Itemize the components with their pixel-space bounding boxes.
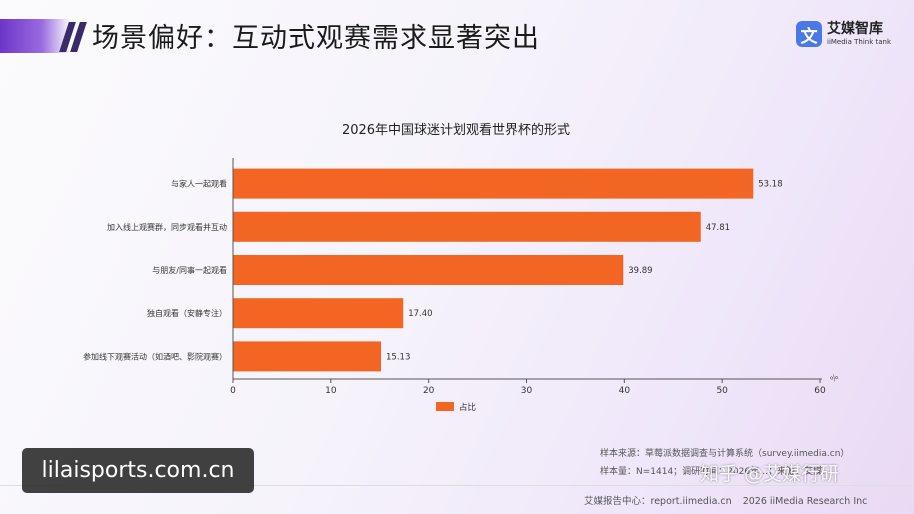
bar (233, 168, 754, 199)
page-title: 场景偏好：互动式观赛需求显著突出 (92, 23, 540, 54)
category-label: 参加线下观赛活动（如酒吧、影院观赛） (83, 351, 227, 361)
bar (233, 298, 404, 329)
logo-tagline: iiMedia Think tank (827, 38, 892, 46)
x-tick-label: 60 (814, 386, 826, 396)
category-label: 加入线上观赛群，同步观看并互动 (107, 222, 227, 232)
x-tick-label: 30 (521, 386, 533, 396)
data-label: 47.81 (706, 223, 730, 233)
footer-report-center: 艾媒报告中心：report.iimedia.cn (584, 496, 732, 507)
category-label: 与家人一起观看 (171, 179, 227, 189)
x-tick-label: 10 (325, 386, 337, 396)
data-label: 17.40 (408, 309, 432, 319)
zhihu-watermark: 知乎 @艾媒行研 (700, 463, 840, 485)
sample-note: 样本量：N=1414；调研时间：2026年…；来源：艾媒… (600, 467, 832, 477)
data-label: 39.89 (628, 266, 652, 276)
data-label: 53.18 (758, 180, 782, 190)
footer-divider (0, 485, 914, 486)
bar (233, 255, 624, 285)
x-tick-label: 40 (619, 386, 631, 396)
chart-title: 2026年中国球迷计划观看世界杯的形式 (342, 122, 570, 138)
logo-name: 艾媒智库 (827, 21, 883, 37)
bar (233, 341, 382, 372)
iimedia-logo: 文 艾媒智库 iiMedia Think tank (796, 21, 891, 47)
x-tick-label: 0 (230, 386, 236, 396)
legend-swatch (436, 402, 454, 411)
footer: 艾媒报告中心：report.iimedia.cn 2026 iiMedia Re… (584, 493, 867, 507)
x-tick-label: 20 (423, 386, 435, 396)
category-label: 独自观看（安静专注） (147, 308, 227, 318)
bar (233, 211, 701, 242)
legend-label: 占比 (459, 402, 476, 413)
x-axis-unit: % (829, 372, 841, 384)
logo-icon: 文 (796, 21, 822, 47)
x-tick-label: 50 (716, 386, 728, 396)
title-accent-bar (0, 19, 70, 53)
footer-copyright: 2026 iiMedia Research Inc (742, 496, 868, 507)
site-watermark: lilaisports.com.cn (22, 448, 254, 493)
data-label: 15.13 (386, 352, 410, 362)
source-note: 样本来源：草莓派数据调查与计算系统（survey.iimedia.cn） (600, 449, 850, 459)
category-label: 与朋友/同事一起观看 (152, 265, 227, 275)
